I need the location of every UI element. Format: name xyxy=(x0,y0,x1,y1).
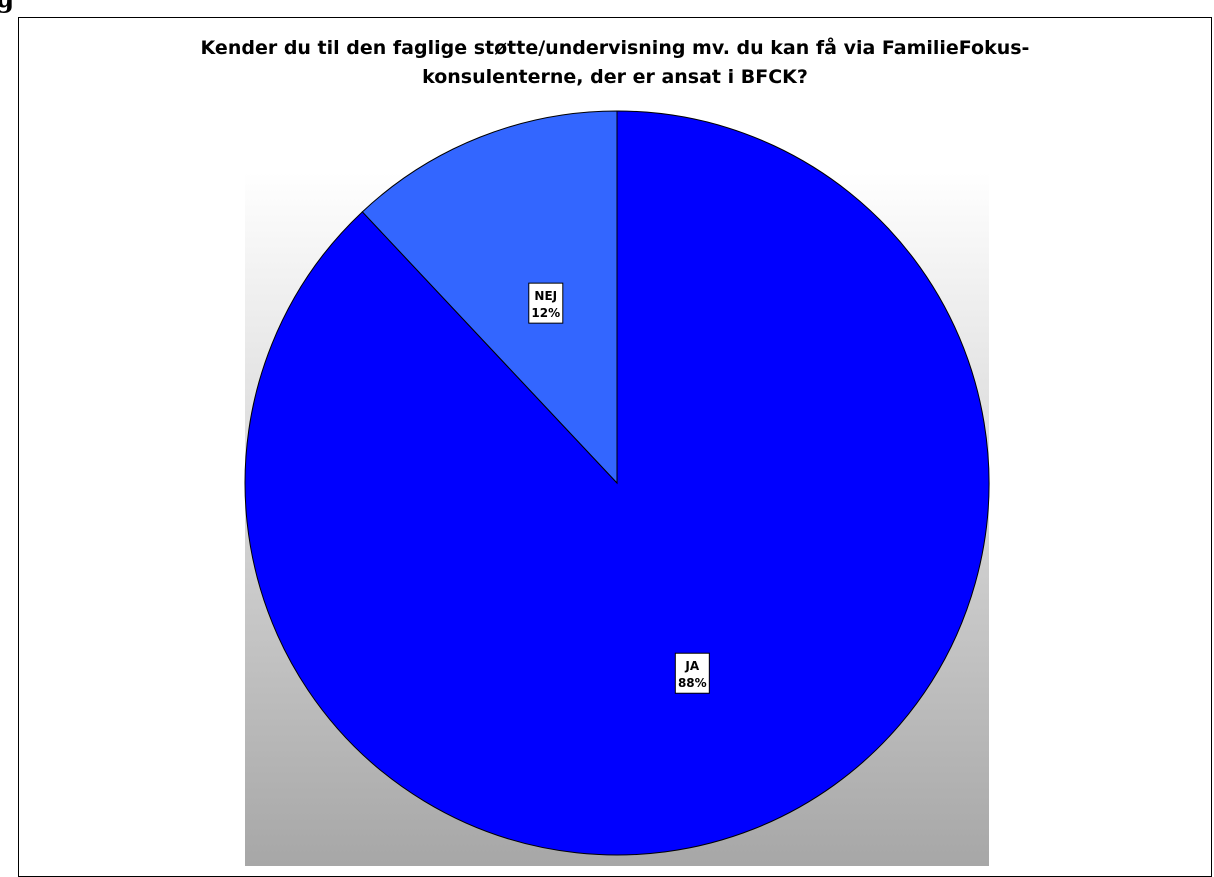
data-label-box xyxy=(674,652,710,694)
data-label-percent: 12% xyxy=(531,306,560,320)
data-label-category: JA xyxy=(684,659,699,673)
chart-title: Kender du til den faglige støtte/undervi… xyxy=(18,34,1212,92)
chart-title-line-2: konsulenterne, der er ansat i BFCK? xyxy=(422,66,808,88)
pie-data-labels: JA 88% NEJ 12% xyxy=(528,282,710,694)
page-fragment-text: g xyxy=(0,0,14,12)
data-label-box xyxy=(528,282,564,324)
data-label-nej: NEJ 12% xyxy=(528,282,564,324)
data-label-percent: 88% xyxy=(678,676,707,690)
pie-slices xyxy=(244,110,990,856)
data-label-ja: JA 88% xyxy=(674,652,710,694)
data-label-category: NEJ xyxy=(534,289,557,303)
pie-slice-nej xyxy=(361,110,618,485)
chart-title-line-1: Kender du til den faglige støtte/undervi… xyxy=(200,37,1030,59)
